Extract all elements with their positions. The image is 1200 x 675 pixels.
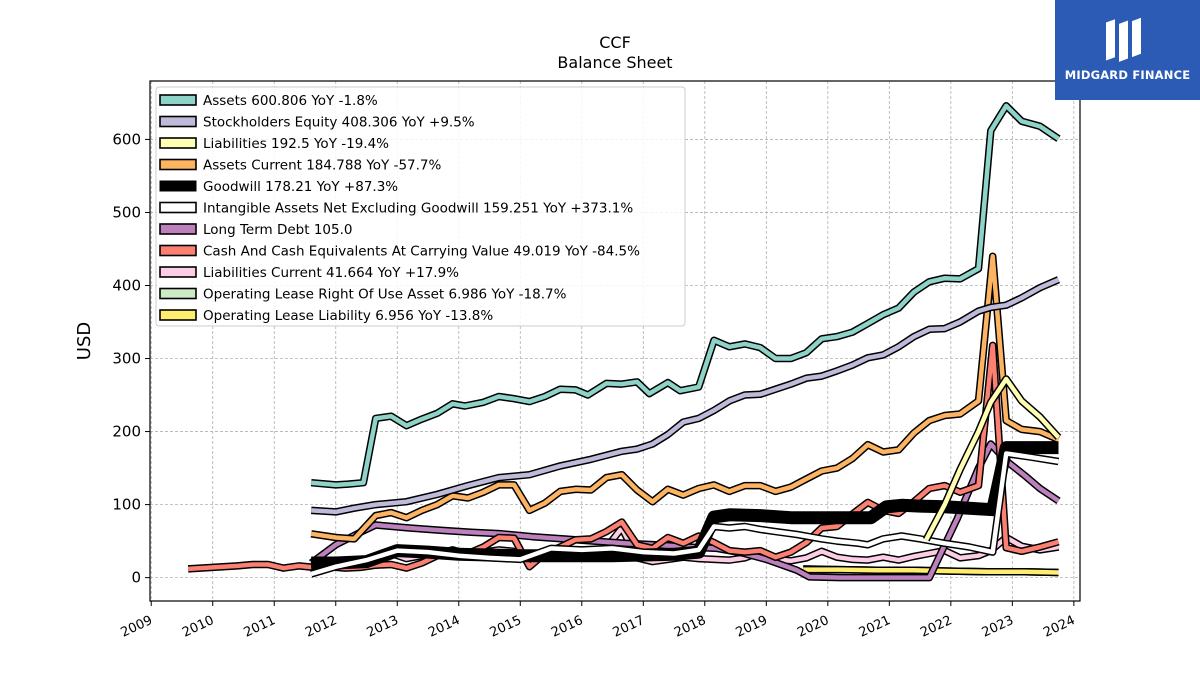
brand-logo: MIDGARD FINANCE xyxy=(1055,0,1200,100)
y-tick-label: 0 xyxy=(131,569,141,587)
legend-label: Intangible Assets Net Excluding Goodwill… xyxy=(203,201,633,217)
legend-label: Goodwill 178.21 YoY +87.3% xyxy=(203,179,398,195)
legend-label: Operating Lease Right Of Use Asset 6.986… xyxy=(203,287,567,303)
y-tick-label: 300 xyxy=(112,350,141,368)
legend-swatch xyxy=(159,223,197,235)
legend-swatch xyxy=(159,180,197,192)
series-line xyxy=(310,103,1060,488)
legend-swatch xyxy=(159,94,197,106)
x-tick-label: 2011 xyxy=(242,613,278,641)
legend-swatch xyxy=(159,266,197,278)
series-line xyxy=(310,254,1060,542)
legend-swatch xyxy=(159,309,197,321)
plot-area-frame xyxy=(149,80,1081,602)
series-line xyxy=(311,277,1060,515)
series-lines xyxy=(187,102,1062,582)
x-tick-label: 2012 xyxy=(303,613,339,641)
legend-box xyxy=(155,86,686,327)
x-tick-label: 2018 xyxy=(672,613,708,641)
legend-swatch xyxy=(159,244,197,257)
legend-swatch xyxy=(159,201,197,214)
series-line xyxy=(310,451,1059,577)
legend-label: Cash And Cash Equivalents At Carrying Va… xyxy=(203,244,640,260)
y-tick-label: 400 xyxy=(112,276,141,294)
legend-label: Assets 600.806 YoY -1.8% xyxy=(203,93,378,109)
x-tick-label: 2014 xyxy=(426,613,462,641)
x-tick-label: 2016 xyxy=(549,613,585,641)
x-tick-label: 2015 xyxy=(488,613,524,641)
x-tick-label: 2021 xyxy=(857,613,893,641)
chart-subtitle: Balance Sheet xyxy=(557,53,672,72)
legend-swatch xyxy=(159,137,197,149)
legend-label: Stockholders Equity 408.306 YoY +9.5% xyxy=(203,115,475,131)
legend-label: Assets Current 184.788 YoY -57.7% xyxy=(203,158,442,174)
brand-name: MIDGARD FINANCE xyxy=(1064,68,1191,82)
midgard-logo-icon xyxy=(1106,17,1141,62)
legend-label: Liabilities 192.5 YoY -19.4% xyxy=(203,136,389,152)
chart-title: CCF xyxy=(599,33,631,52)
y-tick-label: 200 xyxy=(112,423,141,441)
x-tick-label: 2023 xyxy=(980,613,1016,641)
y-tick-label: 100 xyxy=(112,496,141,514)
x-tick-label: 2020 xyxy=(795,613,831,641)
y-tick-label: 500 xyxy=(112,203,141,221)
x-tick-label: 2024 xyxy=(1041,613,1077,641)
legend-label: Operating Lease Liability 6.956 YoY -13.… xyxy=(203,308,493,324)
legend-swatch xyxy=(159,158,197,171)
legend-swatch xyxy=(159,287,197,300)
series-line xyxy=(924,376,1061,541)
x-tick-label: 2010 xyxy=(180,613,216,641)
x-tick-label: 2019 xyxy=(734,613,770,641)
legend-label: Long Term Debt 105.0 xyxy=(203,222,352,238)
x-tick-label: 2022 xyxy=(918,613,954,641)
y-axis-label: USD xyxy=(74,322,95,360)
y-tick-label: 600 xyxy=(112,130,141,148)
legend-swatch xyxy=(159,115,197,128)
legend: Assets 600.806 YoY -1.8% Stockholders Equ… xyxy=(155,86,686,327)
legend-label: Liabilities Current 41.664 YoY +17.9% xyxy=(203,265,459,281)
x-tick-label: 2013 xyxy=(365,613,401,641)
x-tick-label: 2017 xyxy=(611,613,647,641)
x-tick-label: 2009 xyxy=(119,613,155,641)
